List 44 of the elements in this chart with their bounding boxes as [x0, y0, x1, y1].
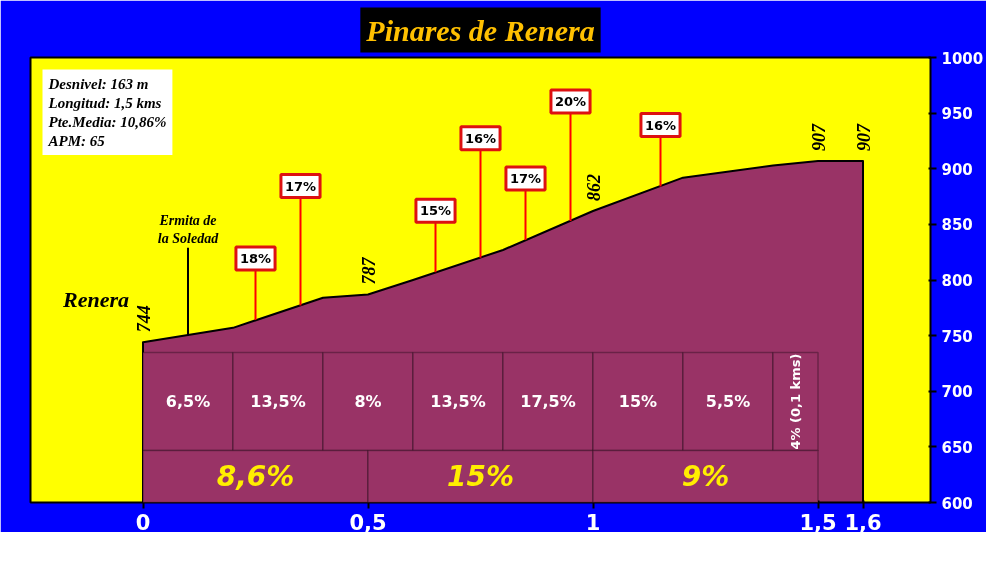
y-tick-label: 850	[941, 216, 973, 235]
x-tick-label: 1,6	[844, 510, 882, 535]
data-label: 862	[583, 174, 604, 202]
annotation: Pte.Media: 10,86%	[48, 113, 167, 130]
annotation: 17%	[284, 178, 317, 194]
data-label: 907	[808, 122, 829, 151]
band-label: 17,5%	[520, 392, 576, 411]
annotation: 15%	[419, 203, 452, 219]
y-tick-label: 600	[941, 494, 973, 513]
annotation: Longitud: 1,5 kms	[47, 94, 162, 111]
annotation: 18%	[239, 251, 272, 267]
y-tick-label: 950	[941, 105, 973, 124]
band-label: 8%	[354, 392, 382, 411]
data-label: 744	[133, 305, 154, 333]
y-tick-label: 650	[941, 438, 973, 457]
band-label: 13,5%	[250, 392, 306, 411]
x-tick-label: 1,5	[799, 510, 837, 535]
annotation: Ermita de la Soledad	[157, 212, 220, 246]
data-label: 907	[853, 122, 874, 151]
band-label: 4% (0,1 kms)	[788, 353, 803, 450]
band-label: 6,5%	[165, 392, 211, 411]
x-tick-label: 0	[135, 510, 151, 535]
band-label: 8,6%	[216, 460, 295, 493]
band-label: 9%	[681, 460, 730, 493]
y-tick-label: 900	[941, 160, 973, 179]
band-label: 15%	[446, 460, 515, 493]
y-tick-label: 750	[941, 327, 973, 346]
y-tick-label: 800	[941, 272, 973, 290]
x-tick-label: 1	[585, 510, 601, 535]
band-label: 13,5%	[430, 392, 486, 411]
annotation: 20%	[554, 94, 587, 110]
y-tick-label: 1000	[941, 49, 984, 68]
annotation: 16%	[644, 117, 677, 133]
band-label: 5,5%	[705, 392, 751, 411]
band-label: 15%	[618, 392, 658, 411]
annotation: Renera	[62, 287, 129, 313]
annotation: 17%	[509, 170, 542, 186]
annotation: APM: 65	[47, 133, 106, 150]
annotation: 16%	[464, 130, 497, 146]
annotation: Desnivel: 163 m	[47, 75, 149, 92]
x-tick-label: 0,5	[349, 510, 387, 535]
chart-title: Pinares de Renera	[365, 13, 595, 47]
y-tick-label: 700	[941, 383, 973, 402]
data-label: 787	[358, 256, 379, 285]
